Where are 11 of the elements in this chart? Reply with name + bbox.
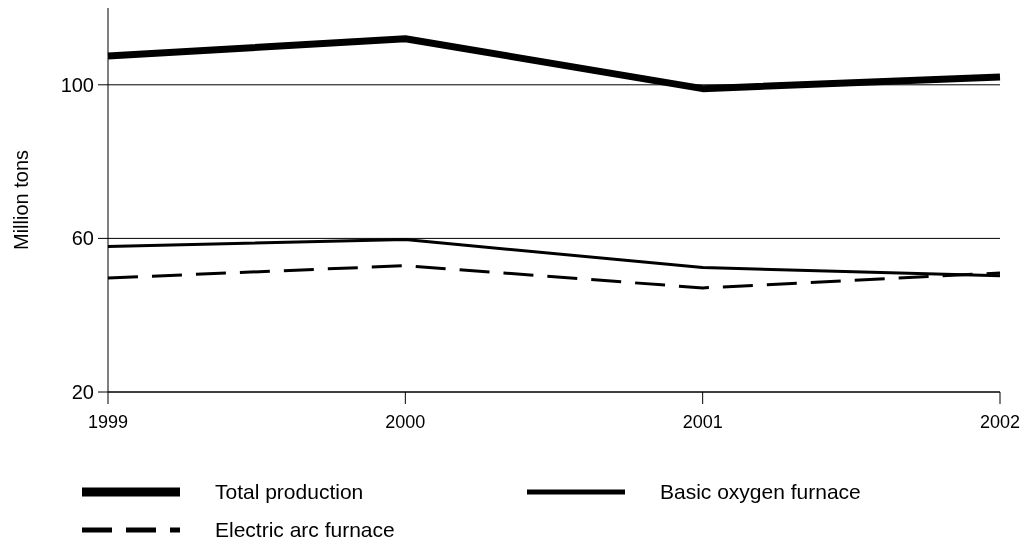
y-tick-label: 100 (60, 73, 94, 96)
legend-label: Total production (215, 480, 364, 504)
x-tick-label: 2002 (979, 412, 1021, 432)
x-tick-label: 2000 (385, 412, 426, 432)
x-tick-label: 1999 (87, 412, 129, 432)
x-tick-label: 2001 (682, 412, 723, 432)
y-tick-label: 20 (71, 381, 94, 403)
legend-label: Basic oxygen furnace (660, 480, 861, 504)
y-tick-label: 60 (71, 227, 94, 250)
legend-label: Electric arc furnace (215, 518, 395, 542)
y-axis-title: Million tons (10, 149, 32, 251)
